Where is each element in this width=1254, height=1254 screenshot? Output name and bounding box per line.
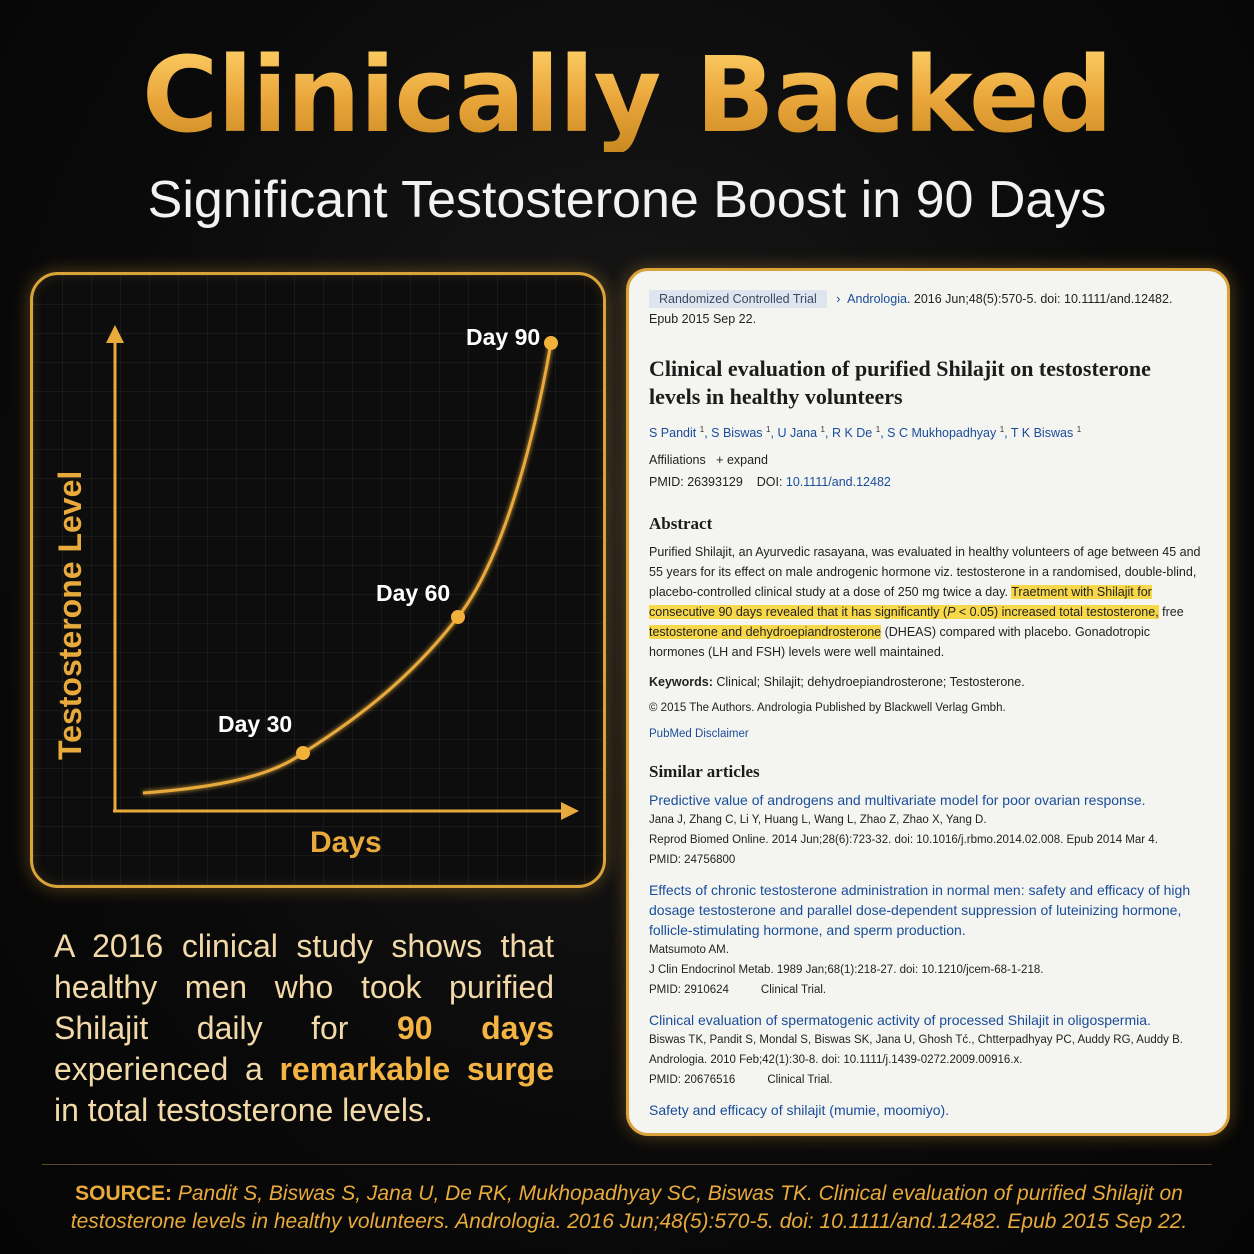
point-day-60 [451, 610, 465, 624]
author-link[interactable]: R K De [831, 426, 873, 441]
author-link[interactable]: S Pandit [649, 426, 697, 441]
epub-date: Epub 2015 Sep 22. [649, 312, 757, 326]
similar-article-authors: Matsumoto AM. [649, 944, 729, 957]
y-axis-label: Testosterone Level [52, 470, 88, 760]
pubmed-disclaimer-link[interactable]: PubMed Disclaimer [649, 728, 749, 741]
similar-article-pmid: PMID: 2910624 Clinical Trial. [649, 984, 827, 997]
point-label-day-30: Day 30 [218, 711, 293, 737]
affiliations-label: Affiliations [649, 453, 706, 468]
affiliation-number[interactable]: 1 [875, 425, 881, 434]
point-label-day-90: Day 90 [466, 324, 541, 350]
expand-affiliations-button[interactable]: + expand [716, 453, 768, 468]
author-link[interactable]: S C Mukhopadhyay [887, 426, 997, 441]
author-link[interactable]: T K Biswas [1010, 426, 1074, 441]
chart-svg [106, 325, 579, 820]
abstract-sentence: Purified Shilajit, an Ayurvedic rasayana… [649, 545, 1201, 600]
chevron-right-icon: › [836, 292, 841, 306]
article-meta-row: Randomized Controlled Trial › Andrologia… [649, 289, 1207, 309]
claim-part: experienced a [54, 1051, 280, 1087]
keywords-label: Keywords: [649, 675, 713, 690]
journal-citation: . 2016 Jun;48(5):570-5. doi: 10.1111/and… [906, 292, 1173, 306]
y-axis-arrow-icon [106, 325, 124, 343]
similar-article-pmid: PMID: 20676516 Clinical Trial. [649, 1074, 833, 1087]
p-value-symbol: P [947, 605, 956, 620]
source-text: Pandit S, Biswas S, Jana U, De RK, Mukho… [70, 1182, 1188, 1233]
claim-part: A 2016 clinical study shows that healthy… [54, 928, 554, 1046]
point-day-90 [544, 336, 558, 350]
source-citation: SOURCE: Pandit S, Biswas S, Jana U, De R… [44, 1180, 1214, 1236]
abstract-sentence: free [1158, 605, 1184, 620]
doi-label: DOI: [756, 475, 783, 490]
abstract-highlight-text: < 0.05) increased total testosterone, [955, 605, 1159, 620]
abstract-text: Purified Shilajit, an Ayurvedic rasayana… [649, 542, 1207, 662]
claim-part: in total testosterone levels. [54, 1092, 433, 1128]
similar-article-citation: J Clin Endocrinol Metab. 1989 Jan;68(1):… [649, 964, 1044, 977]
author-link[interactable]: U Jana [777, 426, 818, 441]
subheadline: Significant Testosterone Boost in 90 Day… [147, 171, 1107, 229]
similar-article-type: Clinical Trial. [760, 984, 827, 997]
similar-articles-list: Predictive value of androgens and multiv… [649, 790, 1207, 1120]
affiliation-number[interactable]: 1 [766, 425, 771, 434]
abstract-highlight-text: Traetment with Shilajit for consecutive … [649, 585, 1152, 620]
chart-panel [30, 272, 606, 888]
keywords: Clinical; Shilajit; dehydroepiandrostero… [712, 675, 1025, 690]
similar-article-citation: Reprod Biomed Online. 2014 Jun;28(6):723… [649, 834, 1158, 847]
similar-article-authors: Jana J, Zhang C, Li Y, Huang L, Wang L, … [649, 814, 987, 827]
similar-article-title-link[interactable]: Predictive value of androgens and multiv… [649, 792, 1146, 809]
similar-article: Effects of chronic testosterone administ… [649, 880, 1207, 1000]
affiliation-number[interactable]: 1 [820, 425, 825, 434]
affiliations-row: Affiliations + expand [649, 450, 1207, 470]
point-day-30 [296, 746, 310, 760]
similar-article-title-link[interactable]: Effects of chronic testosterone administ… [649, 882, 1191, 939]
keywords-row: Keywords: Clinical; Shilajit; dehydroepi… [649, 672, 1207, 692]
divider [42, 1164, 1212, 1165]
doi-link[interactable]: 10.1111/and.12482 [785, 475, 891, 490]
affiliation-number[interactable]: 1 [699, 425, 705, 434]
author-link[interactable]: S Biswas [711, 426, 763, 441]
claim-emphasis: 90 days [396, 1010, 555, 1046]
author-list: S Pandit 1, S Biswas 1, U Jana 1, R K De… [649, 425, 1082, 441]
similar-article: Clinical evaluation of spermatogenic act… [649, 1010, 1207, 1090]
pmid: PMID: 26393129 [649, 475, 743, 490]
journal-link[interactable]: Andrologia [847, 292, 907, 306]
x-axis-arrow-icon [561, 802, 579, 820]
similar-article-citation: Andrologia. 2010 Feb;42(1):30-8. doi: 10… [649, 1054, 1023, 1067]
abstract-sentence: (DHEAS) compared with placebo. Gonadotro… [649, 625, 1151, 660]
similar-article: Safety and efficacy of shilajit (mumie, … [649, 1100, 1207, 1120]
copyright: © 2015 The Authors. Andrologia Published… [649, 702, 1006, 715]
abstract-highlight: testosterone and dehydroepiandrosterone [649, 625, 882, 640]
source-label: SOURCE: [75, 1182, 173, 1205]
similar-article: Predictive value of androgens and multiv… [649, 790, 1207, 870]
identifiers-row: PMID: 26393129 DOI: 10.1111/and.12482 [649, 472, 1207, 492]
x-axis-label: Days [310, 826, 382, 859]
claim-emphasis: remarkable surge [279, 1051, 555, 1087]
point-label-day-60: Day 60 [376, 580, 451, 606]
growth-curve [142, 342, 553, 795]
similar-article-authors: Biswas TK, Pandit S, Mondal S, Biswas SK… [649, 1034, 1183, 1047]
affiliation-number[interactable]: 1 [1076, 425, 1082, 434]
claim-text: A 2016 clinical study shows that healthy… [54, 926, 554, 1131]
pubmed-article-panel: Randomized Controlled Trial › Andrologia… [626, 268, 1230, 1136]
article-title: Clinical evaluation of purified Shilajit… [649, 356, 1151, 409]
similar-articles-heading: Similar articles [649, 762, 760, 782]
headline: Clinically Backed [0, 38, 1254, 153]
similar-article-title-link[interactable]: Clinical evaluation of spermatogenic act… [649, 1012, 1151, 1029]
publication-type-badge[interactable]: Randomized Controlled Trial [649, 290, 827, 308]
abstract-heading: Abstract [649, 514, 713, 534]
similar-article-pmid: PMID: 24756800 [649, 854, 736, 867]
similar-article-type: Clinical Trial. [767, 1074, 833, 1087]
similar-article-title-link[interactable]: Safety and efficacy of shilajit (mumie, … [649, 1102, 950, 1119]
affiliation-number[interactable]: 1 [999, 425, 1005, 434]
